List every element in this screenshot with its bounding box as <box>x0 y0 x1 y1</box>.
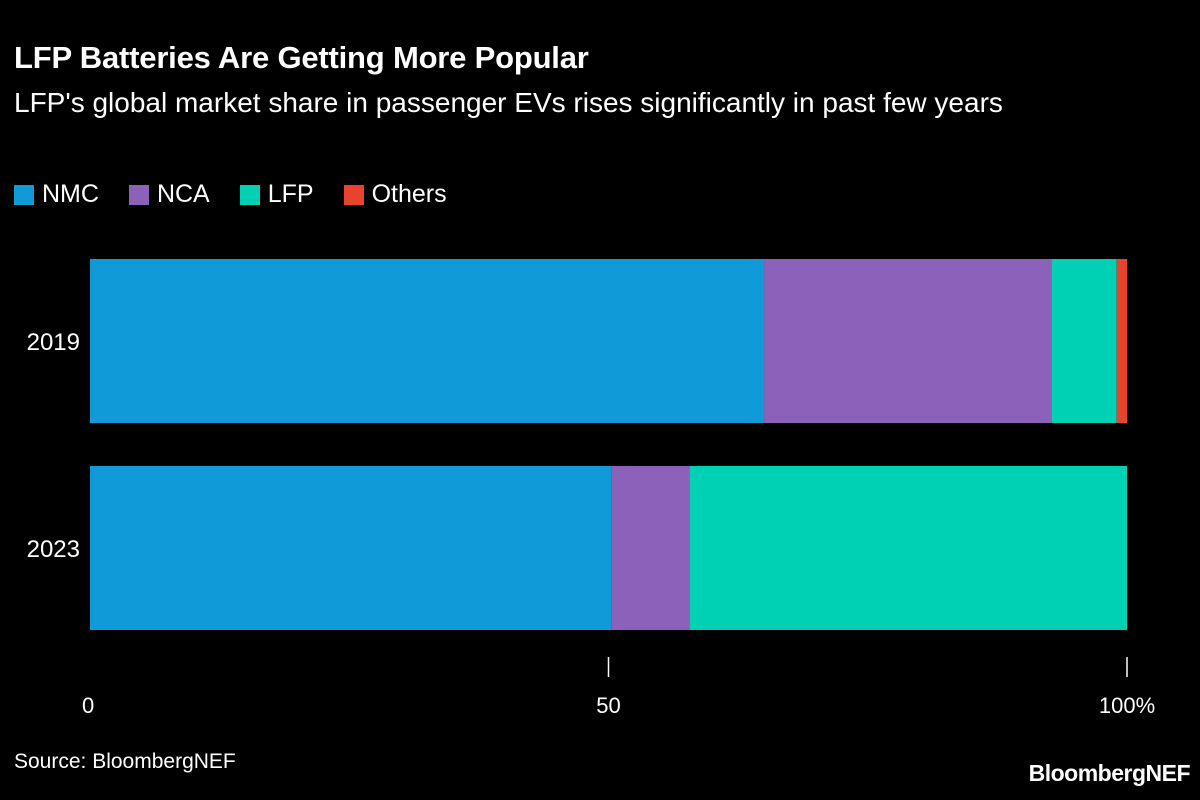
bar-segment-others-2019 <box>1116 259 1127 423</box>
legend-swatch-nmc <box>14 184 34 205</box>
x-tick-label-0: 0 <box>82 693 94 718</box>
bloomberg-nef-logo: BloombergNEF <box>1028 760 1191 786</box>
bar-segment-lfp-2019 <box>1051 259 1117 423</box>
legend-swatch-lfp <box>239 184 260 205</box>
chart-title: LFP Batteries Are Getting More Popular <box>14 40 589 75</box>
legend-item-lfp: LFP <box>239 180 314 209</box>
category-label-2023: 2023 <box>27 536 80 563</box>
legend-label-others: Others <box>371 180 447 208</box>
source-note: Source: BloombergNEF <box>14 750 236 773</box>
category-label-2019: 2019 <box>27 329 80 356</box>
bar-segment-lfp-2023 <box>689 466 1127 630</box>
x-tick-label-100%: 100% <box>1099 693 1155 718</box>
legend-label-nmc: NMC <box>42 180 99 208</box>
chart-subtitle: LFP's global market share in passenger E… <box>14 87 1003 118</box>
bar-segment-nca-2023 <box>611 466 690 630</box>
legend-swatch-nca <box>128 184 149 205</box>
legend-item-nmc: NMC <box>14 180 99 209</box>
bar-segment-nmc-2023 <box>90 466 612 630</box>
legend-item-nca: NCA <box>128 180 210 209</box>
x-tick-label-50: 50 <box>596 693 620 718</box>
legend-label-lfp: LFP <box>267 180 314 208</box>
legend-swatch-others <box>343 184 364 205</box>
legend-item-others: Others <box>343 180 447 209</box>
legend: NMC NCA LFP Others <box>14 180 477 209</box>
bar-segment-nmc-2019 <box>90 259 765 423</box>
bar-segment-nca-2019 <box>764 259 1052 423</box>
legend-label-nca: NCA <box>156 180 210 208</box>
